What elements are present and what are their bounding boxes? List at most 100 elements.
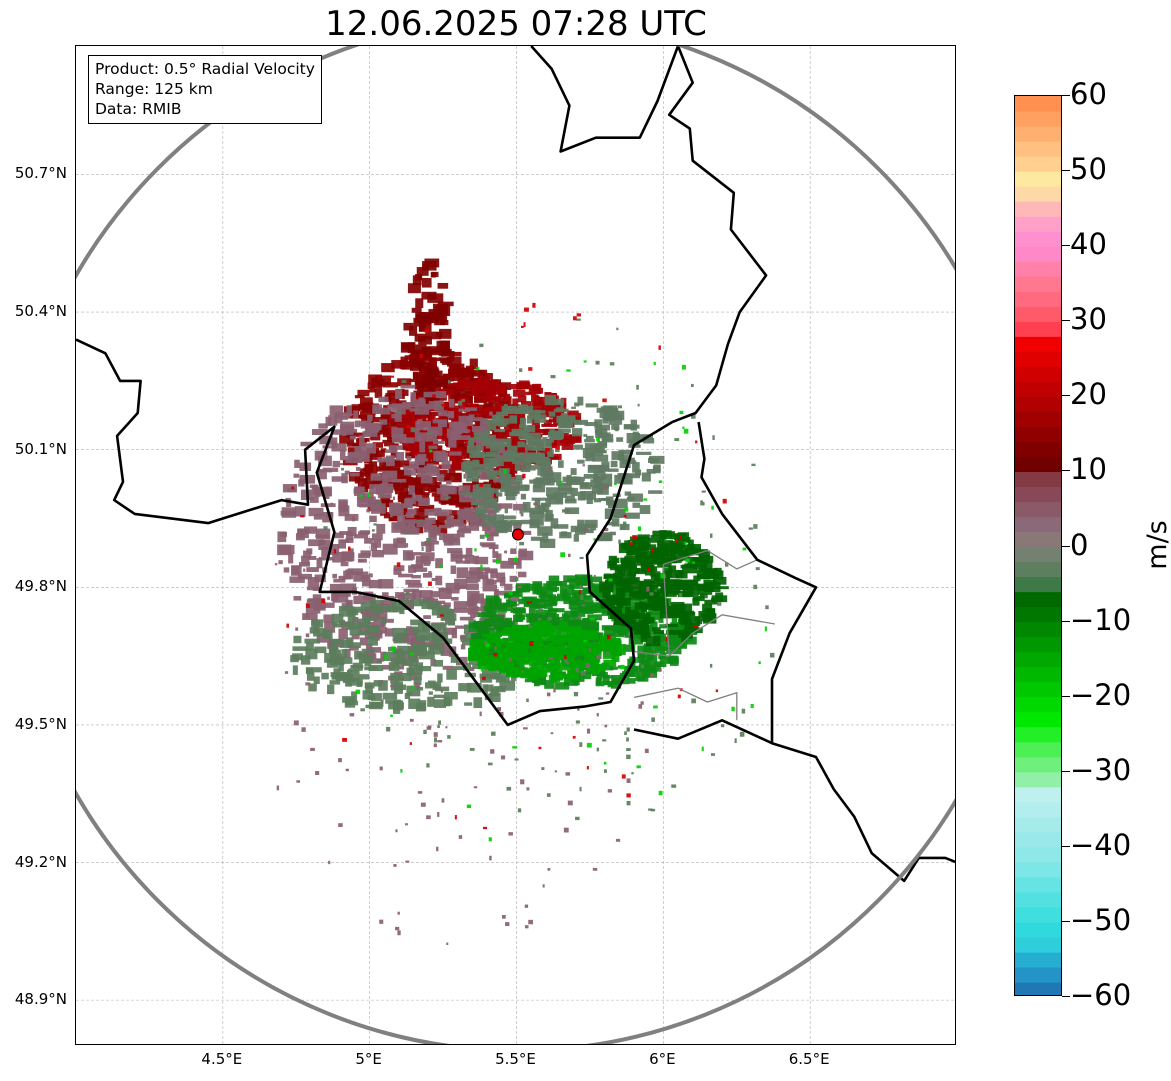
colorbar-band xyxy=(1015,441,1061,457)
lat-tick-label: 49.5°N xyxy=(14,714,67,733)
colorbar-tick-label: 20 xyxy=(1070,377,1107,412)
map-title: 12.06.2025 07:28 UTC xyxy=(325,4,707,44)
range-line: Range: 125 km xyxy=(95,80,213,98)
colorbar-tick-label: 60 xyxy=(1070,77,1107,111)
country-border xyxy=(76,46,768,727)
lon-tick-label: 5.5°E xyxy=(495,1050,536,1068)
colorbar-tick-mark xyxy=(1062,845,1070,847)
colorbar-band xyxy=(1015,381,1061,397)
velocity-colorbar xyxy=(1014,95,1062,996)
velocity-echoes xyxy=(274,258,775,946)
colorbar-tick-mark xyxy=(1062,320,1070,322)
colorbar-band xyxy=(1015,711,1061,728)
colorbar-band xyxy=(1015,186,1061,202)
colorbar-band xyxy=(1015,726,1061,743)
colorbar-band xyxy=(1015,456,1061,473)
colorbar-band xyxy=(1015,351,1061,367)
colorbar-band xyxy=(1015,201,1061,217)
colorbar-band xyxy=(1015,276,1061,292)
colorbar-band xyxy=(1015,741,1061,758)
range-ring xyxy=(76,46,955,1044)
lon-tick-label: 6.5°E xyxy=(788,1050,830,1068)
colorbar-tick-mark xyxy=(1062,395,1070,397)
radar-site-marker xyxy=(511,528,524,541)
colorbar-band xyxy=(1015,501,1061,518)
colorbar-band xyxy=(1015,246,1061,262)
colorbar-band xyxy=(1015,801,1061,818)
colorbar-tick-mark xyxy=(1062,95,1070,96)
colorbar-band xyxy=(1015,981,1061,995)
colorbar-band xyxy=(1015,411,1061,427)
colorbar-band xyxy=(1015,876,1061,893)
colorbar-band xyxy=(1015,141,1061,157)
colorbar-tick-label: −30 xyxy=(1070,752,1132,787)
lat-tick-label: 48.9°N xyxy=(14,990,67,1009)
regional-border xyxy=(633,687,738,721)
graticule xyxy=(76,46,955,1044)
colorbar-band xyxy=(1015,681,1061,698)
country-borders xyxy=(76,46,955,883)
colorbar-band xyxy=(1015,291,1061,307)
colorbar-band xyxy=(1015,771,1061,788)
regional-border xyxy=(662,564,670,657)
lat-tick-label: 50.4°N xyxy=(14,302,67,321)
colorbar-tick-mark xyxy=(1062,620,1070,622)
colorbar-band xyxy=(1015,756,1061,773)
colorbar-band xyxy=(1015,126,1061,142)
colorbar-tick-label: −60 xyxy=(1070,978,1132,1012)
colorbar-band xyxy=(1015,606,1061,623)
colorbar-band xyxy=(1015,231,1061,247)
colorbar-band xyxy=(1015,846,1061,863)
colorbar-band xyxy=(1015,621,1061,638)
lon-tick-label: 5°E xyxy=(355,1050,382,1068)
colorbar-tick-label: 10 xyxy=(1070,452,1107,487)
colorbar-band xyxy=(1015,516,1061,533)
colorbar-tick-label: −40 xyxy=(1070,827,1132,862)
lon-tick-label: 6°E xyxy=(649,1050,676,1068)
colorbar-tick-mark xyxy=(1062,545,1070,547)
echo-approaching_dense xyxy=(467,620,626,683)
colorbar-band xyxy=(1015,951,1061,968)
echo-scatter xyxy=(274,411,662,946)
country-border xyxy=(771,741,955,883)
data-source-line: Data: RMIB xyxy=(95,100,182,118)
country-border xyxy=(530,46,680,153)
colorbar-band xyxy=(1015,891,1061,908)
colorbar-band xyxy=(1015,576,1061,593)
colorbar-tick-mark xyxy=(1062,470,1070,472)
echo-scatter xyxy=(355,360,767,842)
colorbar-tick-label: −50 xyxy=(1070,902,1132,937)
colorbar-band xyxy=(1015,636,1061,653)
country-border xyxy=(633,421,818,745)
colorbar-tick-mark xyxy=(1062,770,1070,772)
colorbar-band xyxy=(1015,171,1061,187)
echo-receding_spike xyxy=(400,258,454,410)
range-ring-circle xyxy=(76,46,955,1044)
colorbar-band xyxy=(1015,396,1061,412)
lat-tick-label: 50.7°N xyxy=(14,164,67,183)
colorbar-band xyxy=(1015,261,1061,277)
radar-site xyxy=(511,528,524,541)
colorbar-tick-mark xyxy=(1062,920,1070,922)
colorbar-band xyxy=(1015,651,1061,668)
colorbar-band xyxy=(1015,531,1061,548)
echo-scatter xyxy=(323,318,775,821)
colorbar-band xyxy=(1015,471,1061,488)
colorbar-band xyxy=(1015,216,1061,232)
colorbar-band xyxy=(1015,156,1061,172)
colorbar-band xyxy=(1015,861,1061,878)
lat-tick-label: 50.1°N xyxy=(14,439,67,458)
colorbar-tick-label: 0 xyxy=(1070,527,1089,562)
colorbar-tick-label: 40 xyxy=(1070,227,1107,262)
colorbar-tick-mark xyxy=(1062,245,1070,247)
colorbar-unit: m/s xyxy=(1142,520,1171,570)
colorbar-band xyxy=(1015,591,1061,608)
regional-border xyxy=(633,614,776,657)
colorbar-tick-label: −10 xyxy=(1070,602,1132,637)
colorbar-tick-mark xyxy=(1062,996,1070,997)
colorbar-tick-mark xyxy=(1062,170,1070,172)
colorbar-band xyxy=(1015,336,1061,352)
colorbar-band xyxy=(1015,561,1061,578)
lat-tick-label: 49.2°N xyxy=(14,852,67,871)
colorbar-band xyxy=(1015,831,1061,848)
